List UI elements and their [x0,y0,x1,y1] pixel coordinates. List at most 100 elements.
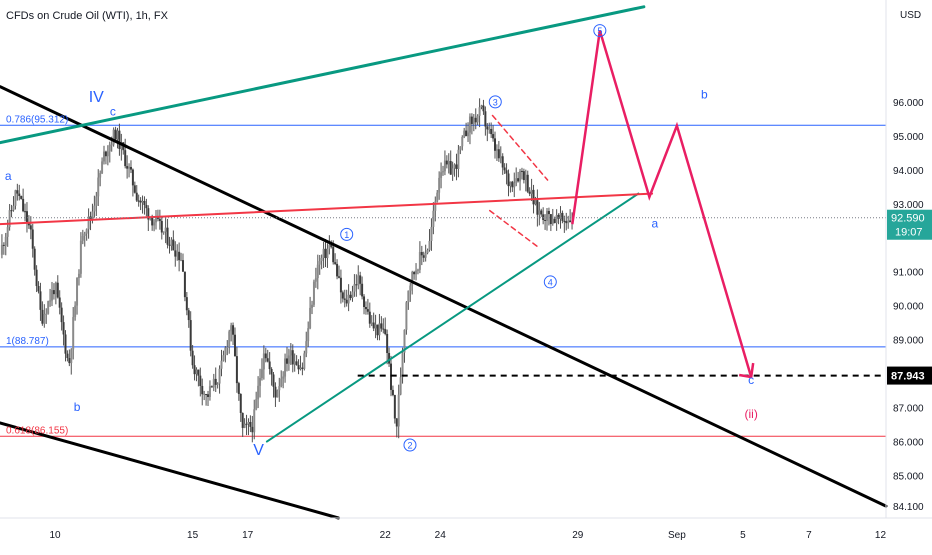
candle-body [486,126,489,130]
candle-body [83,233,86,236]
time-tick-label: 7 [806,530,812,541]
candle-body [77,273,80,278]
candle-body [25,211,28,224]
candle-body [168,244,171,246]
price-tick-label: 86.000 [893,438,924,449]
candle-body [155,217,158,223]
candle-body [278,386,281,391]
candle-body [143,200,146,205]
wave-label: c [110,104,116,118]
candle-body [463,130,466,137]
candle-body [145,204,148,209]
candle-body [164,227,167,232]
candle-body [557,214,560,219]
candle-body [45,313,48,315]
candle-body [478,107,481,116]
candle-body [31,229,34,249]
current-price-value: 92.590 [891,213,925,225]
candle-body [37,286,40,292]
candle-body [129,166,132,170]
candle-body [494,138,497,151]
candle-body [297,365,300,370]
candle-body [79,240,82,274]
candle-body [180,260,183,262]
candle-body [39,291,42,310]
candle-body [542,214,545,220]
price-tick-label: 89.000 [893,336,924,347]
candle-body [559,212,562,219]
candle-body [230,325,233,332]
candle-body [208,386,211,397]
candle-body [509,181,512,187]
candle-body [382,328,385,330]
candle-body [330,244,333,247]
candle-body [361,283,364,297]
candle-body [74,305,77,318]
circled-wave-marker [403,438,417,452]
candle-body [14,190,17,206]
candle-body [253,409,256,433]
candle-body [411,272,414,286]
candle-body [443,160,446,172]
candle-body [147,208,150,220]
candle-body [436,192,439,202]
candle-body [95,196,98,206]
candle-body [449,161,452,175]
red-dashed-wedge-line [489,209,541,249]
fib-level-label: 0.786(95.312) [6,114,68,125]
candle-body [106,151,109,157]
candle-body [311,304,314,308]
fib-level-label: 0.618(86.155) [6,425,68,436]
candle-body [451,168,454,175]
candle-body [166,227,169,245]
candle-body [20,196,23,199]
candle-body [4,236,7,246]
candle-body [41,309,44,324]
candle-body [453,164,456,169]
candle-body [187,310,190,321]
candle-body [295,361,298,366]
candle-body [24,211,27,213]
candle-body [241,412,244,428]
candle-body [505,170,508,174]
candle-body [210,386,213,388]
candle-body [133,185,136,193]
candle-body [226,346,229,348]
candle-body [380,323,383,329]
candle-body [176,251,179,257]
candle-body [415,270,418,275]
candle-body [351,291,354,299]
candle-body [445,160,448,165]
candle-body [18,193,21,197]
candle-body [467,132,470,137]
candle-body [370,322,373,324]
candle-body [353,284,356,292]
candle-body [538,210,541,215]
candle-body [407,290,410,303]
candle-body [2,244,5,246]
candle-body [178,251,181,261]
candle-body [336,263,339,277]
candle-body [341,292,344,299]
candle-body [193,365,196,375]
candle-body [181,260,184,272]
green-lower-trendline [265,192,640,443]
candle-body [287,355,290,364]
candle-body [0,244,3,255]
candle-body [526,174,529,192]
candle-body [189,320,192,351]
candle-body [474,117,477,123]
price-tick-label: 85.000 [893,472,924,483]
candle-body [434,201,437,211]
candle-body [374,324,377,329]
candle-body [553,218,556,224]
candle-body [524,174,527,181]
time-tick-label: 12 [875,530,887,541]
circled-wave-label: 4 [548,277,553,287]
candle-body [29,225,32,230]
red-trendline [0,192,654,226]
wave-label: a [652,217,659,231]
candle-body [488,128,491,130]
fib-level-label: 1(88.787) [6,336,49,347]
